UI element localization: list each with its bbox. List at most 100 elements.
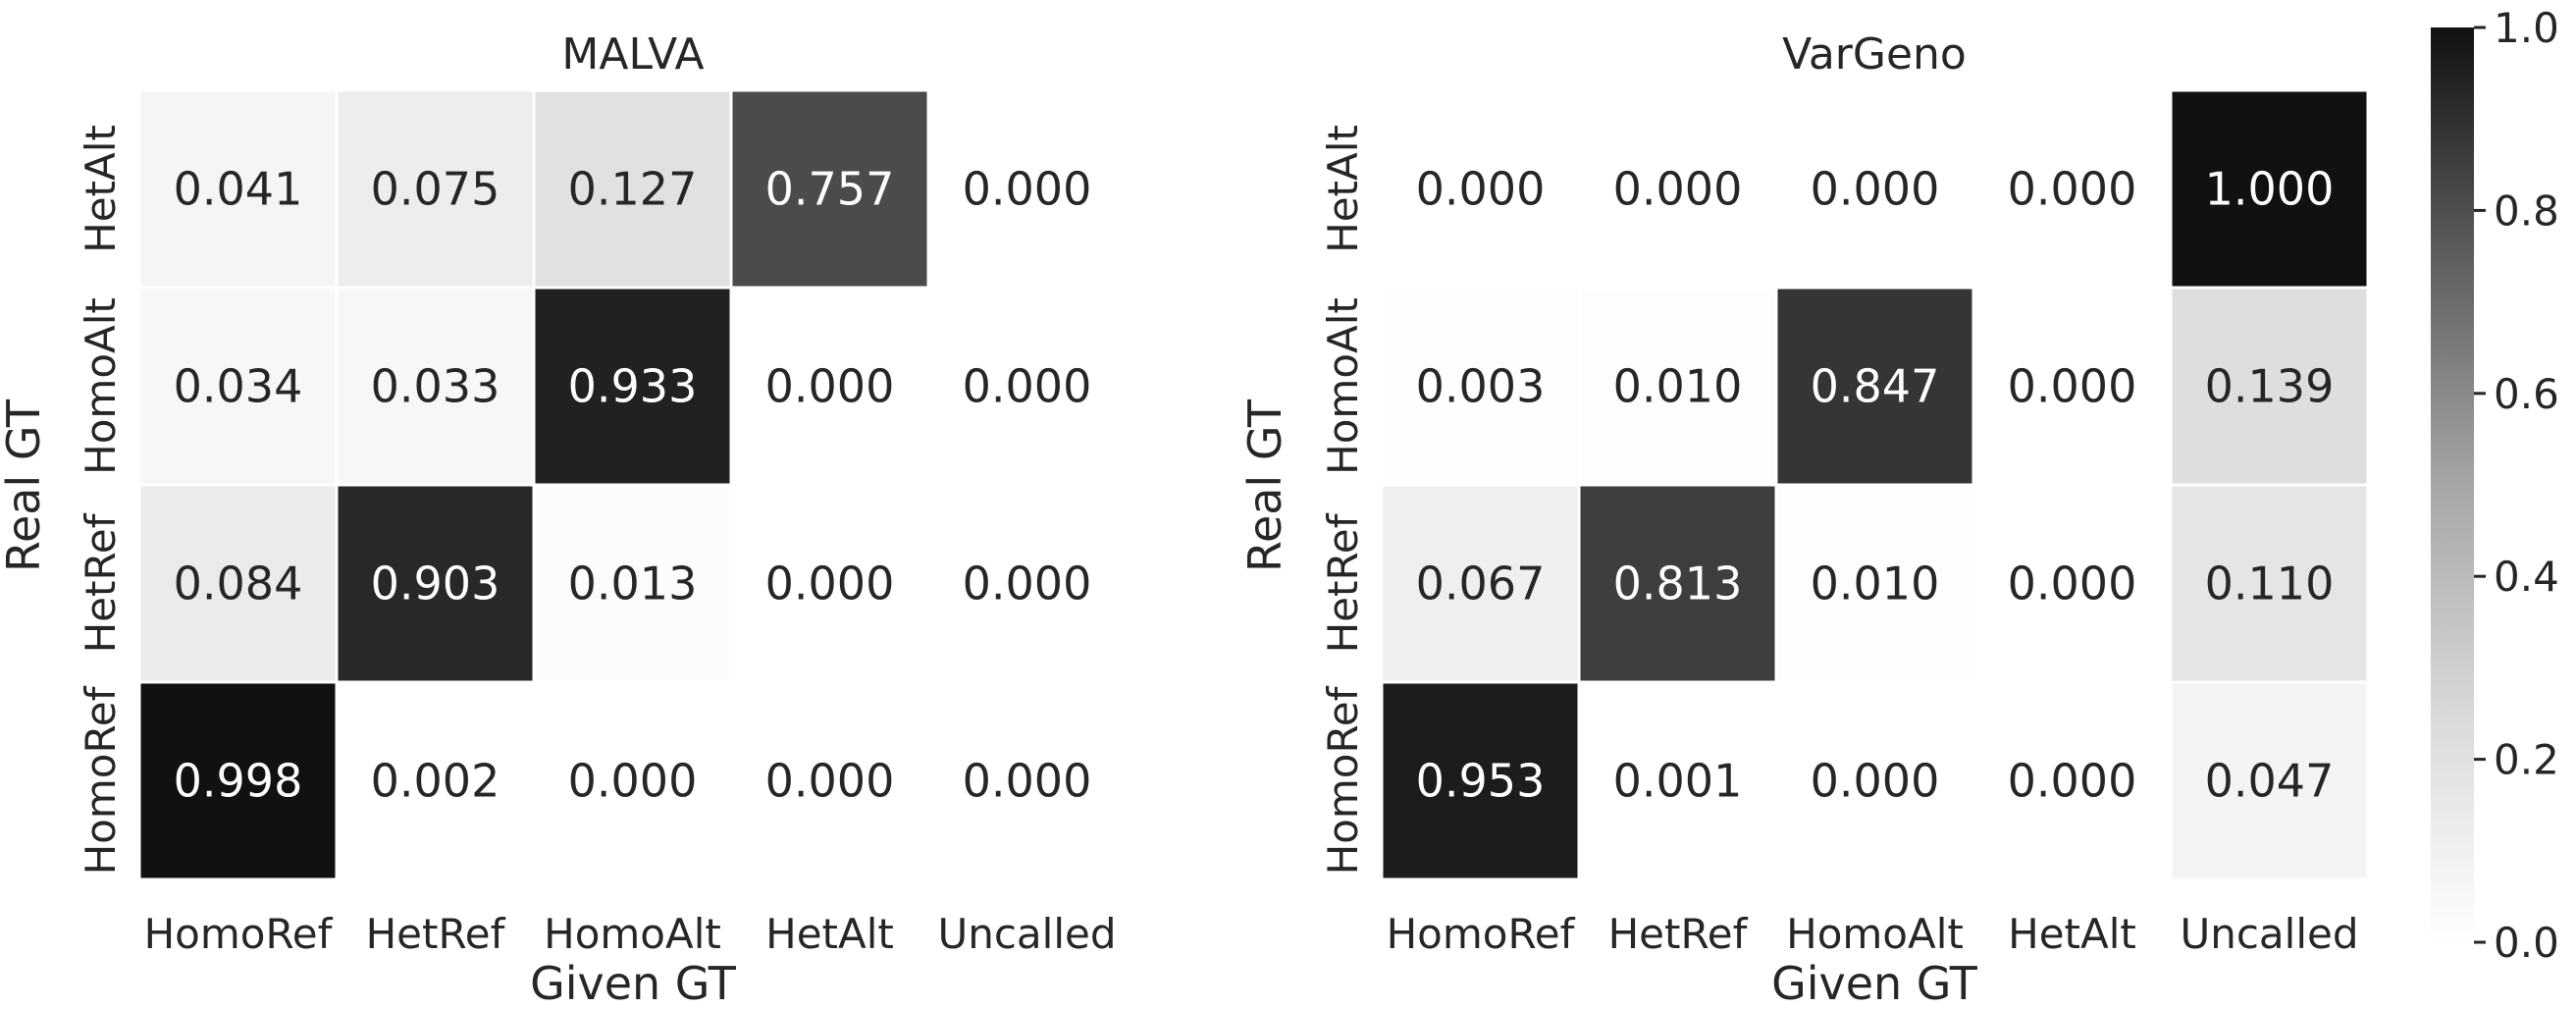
heatmap-cell — [1774, 286, 1975, 487]
y-tick-label: HetAlt — [1319, 125, 1367, 253]
cell-value-label: 0.000 — [1416, 163, 1546, 216]
heatmap-cell — [926, 680, 1128, 881]
cell-value-label: 0.933 — [568, 360, 698, 413]
cell-value-label: 0.127 — [568, 163, 698, 216]
cell-value-label: 0.813 — [1613, 558, 1743, 611]
chart-title: VarGeno — [1782, 29, 1967, 80]
heatmap-cell — [532, 286, 733, 487]
cell-value-label: 0.000 — [765, 360, 895, 413]
y-tick-label: HetAlt — [77, 125, 125, 253]
cell-value-label: 0.000 — [568, 755, 698, 808]
cell-value-label: 0.075 — [371, 163, 500, 216]
cell-value-label: 0.084 — [174, 558, 303, 611]
cell-value-label: 0.000 — [1811, 163, 1940, 216]
cell-value-label: 0.000 — [963, 163, 1092, 216]
x-tick-label: HetRef — [366, 910, 506, 958]
heatmap-cell — [335, 483, 536, 684]
colorbar-gradient — [2431, 27, 2474, 942]
cell-value-label: 0.000 — [2008, 163, 2137, 216]
cell-value-label: 0.001 — [1613, 755, 1743, 808]
heatmap-malva: MALVA 0.041 0.075 0.127 0.757 0.000 0.034 0.03… — [0, 29, 1128, 1009]
heatmap-cell — [1971, 680, 2173, 881]
x-axis-label: Given GT — [1771, 957, 1978, 1009]
x-axis-label: Given GT — [530, 957, 737, 1009]
heatmap-cells: 0.000 0.000 0.000 0.000 1.000 0.003 0.010 0.847… — [1380, 88, 2370, 881]
y-tick-label: HetRef — [77, 512, 125, 653]
y-tick-label: HomoAlt — [1319, 297, 1367, 475]
heatmap-cell — [1774, 680, 1975, 881]
y-tick-label: HomoRef — [77, 685, 125, 875]
heatmap-cell — [335, 88, 536, 290]
cell-value-label: 0.000 — [765, 755, 895, 808]
heatmap-cell — [335, 680, 536, 881]
cell-value-label: 0.110 — [2205, 558, 2335, 611]
x-tick-label: Uncalled — [2180, 910, 2358, 958]
colorbar: 0.0 0.2 0.4 0.6 0.8 1.0 — [2431, 4, 2559, 967]
cell-value-label: 0.010 — [1811, 558, 1940, 611]
x-tick-labels: HomoRef HetRef HomoAlt HetAlt Uncalled — [1387, 910, 2359, 958]
y-axis-label: Real GT — [0, 398, 50, 572]
cell-value-label: 0.757 — [765, 163, 895, 216]
cell-value-label: 0.000 — [1613, 163, 1743, 216]
heatmap-cell — [1380, 680, 1581, 881]
cell-value-label: 0.000 — [2008, 558, 2137, 611]
x-tick-label: HomoAlt — [1786, 910, 1964, 958]
x-tick-label: Uncalled — [937, 910, 1116, 958]
colorbar-tick-label: 0.2 — [2494, 736, 2559, 784]
cell-value-label: 0.000 — [963, 755, 1092, 808]
heatmap-cell — [137, 286, 339, 487]
y-tick-labels: HetAlt HomoAlt HetRef HomoRef — [77, 125, 125, 875]
y-tick-label: HomoRef — [1319, 685, 1367, 875]
x-tick-labels: HomoRef HetRef HomoAlt HetAlt Uncalled — [144, 910, 1117, 958]
x-tick-label: HomoRef — [1387, 910, 1576, 958]
colorbar-tick-label: 1.0 — [2494, 4, 2559, 52]
cell-value-label: 0.903 — [371, 558, 500, 611]
heatmap-cell — [1577, 680, 1778, 881]
colorbar-tick-label: 0.4 — [2494, 553, 2559, 601]
heatmap-cell — [532, 88, 733, 290]
heatmap-cell — [2169, 680, 2370, 881]
cell-value-label: 0.998 — [174, 755, 303, 808]
colorbar-ticks: 0.0 0.2 0.4 0.6 0.8 1.0 — [2474, 4, 2559, 967]
cell-value-label: 0.000 — [2008, 755, 2137, 808]
heatmap-cell — [729, 680, 930, 881]
heatmap-cell — [1577, 88, 1778, 290]
cell-value-label: 0.953 — [1416, 755, 1546, 808]
heatmap-cell — [1774, 88, 1975, 290]
y-tick-label: HetRef — [1319, 512, 1367, 653]
cell-value-label: 0.000 — [2008, 360, 2137, 413]
heatmap-cell — [926, 286, 1128, 487]
heatmap-cell — [1577, 286, 1778, 487]
colorbar-tick-label: 0.0 — [2494, 919, 2559, 967]
colorbar-tick-label: 0.6 — [2494, 370, 2559, 418]
heatmap-cell — [1380, 483, 1581, 684]
cell-value-label: 0.000 — [765, 558, 895, 611]
y-tick-labels: HetAlt HomoAlt HetRef HomoRef — [1319, 125, 1367, 875]
y-tick-label: HomoAlt — [77, 297, 125, 475]
heatmap-cell — [729, 88, 930, 290]
heatmap-cell — [2169, 286, 2370, 487]
cell-value-label: 0.002 — [371, 755, 500, 808]
heatmap-cell — [137, 88, 339, 290]
cell-value-label: 0.847 — [1811, 360, 1940, 413]
cell-value-label: 0.067 — [1416, 558, 1546, 611]
cell-value-label: 0.013 — [568, 558, 698, 611]
heatmap-cell — [2169, 88, 2370, 290]
cell-value-label: 0.003 — [1416, 360, 1546, 413]
cell-value-label: 1.000 — [2205, 163, 2335, 216]
heatmap-cell — [1380, 88, 1581, 290]
cell-value-label: 0.033 — [371, 360, 500, 413]
x-tick-label: HetAlt — [765, 910, 894, 958]
x-tick-label: HetRef — [1608, 910, 1749, 958]
cell-value-label: 0.139 — [2205, 360, 2335, 413]
x-tick-label: HetAlt — [2008, 910, 2136, 958]
cell-value-label: 0.000 — [1811, 755, 1940, 808]
heatmap-cells: 0.041 0.075 0.127 0.757 0.000 0.034 0.033 0.933… — [137, 88, 1128, 881]
heatmap-cell — [926, 483, 1128, 684]
cell-value-label: 0.047 — [2205, 755, 2335, 808]
cell-value-label: 0.010 — [1613, 360, 1743, 413]
heatmap-cell — [729, 483, 930, 684]
heatmap-cell — [1971, 286, 2173, 487]
